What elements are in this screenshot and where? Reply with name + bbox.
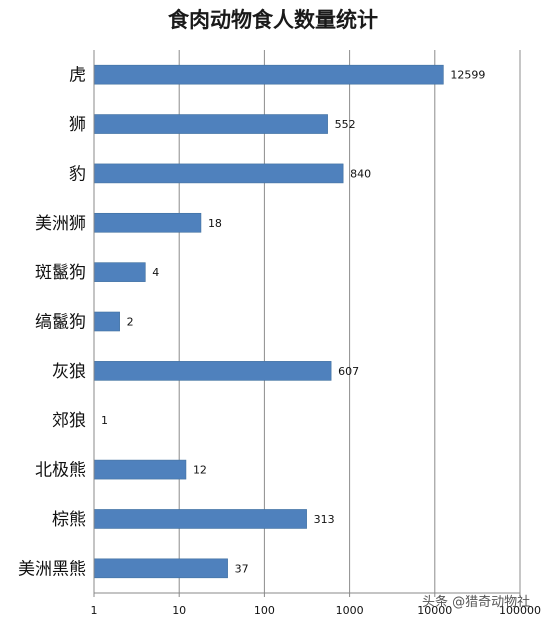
bar [93,459,187,480]
bars [93,64,444,579]
x-tick-label: 100 [254,604,275,617]
bar [93,64,444,85]
x-tick-label: 10 [172,604,186,617]
data-label: 313 [314,513,335,526]
x-tick-label: 100000 [499,604,541,617]
category-label: 美洲狮 [35,214,86,234]
watermark: 头条 @猎奇动物社 [422,594,530,610]
category-label: 豹 [69,164,86,184]
category-label: 灰狼 [52,362,86,382]
chart-title: 食肉动物食人数量统计 [168,8,378,32]
data-label: 4 [152,266,159,279]
data-label: 607 [338,365,359,378]
data-label: 18 [208,217,222,230]
bar [93,114,328,134]
category-label: 美洲黑熊 [18,559,86,579]
data-label: 2 [127,316,134,329]
bar [93,311,120,332]
category-label: 北极熊 [35,461,86,481]
data-label: 1 [101,414,108,427]
data-label: 12 [193,464,207,477]
bar [93,361,332,381]
bar [93,212,202,233]
category-label: 虎 [69,66,86,86]
category-label: 棕熊 [52,510,86,530]
category-label: 缟鬣狗 [35,313,86,333]
bar [93,262,146,282]
data-label: 37 [235,562,249,575]
data-labels: 12599 552 840 18 4 2 607 1 12 313 37 [101,69,485,576]
data-label: 552 [335,118,356,131]
x-tick-label: 1000 [336,604,364,617]
grid-lines [93,50,521,597]
x-tick-label: 1 [91,604,98,617]
bar [93,163,344,184]
bar [93,558,228,579]
x-tick-label: 10000 [417,604,452,617]
bar [93,509,307,529]
category-label: 斑鬣狗 [35,263,86,283]
x-tick-labels: 1 10 100 1000 10000 100000 [91,604,542,617]
category-label: 狮 [69,115,86,135]
data-label: 840 [350,167,371,180]
category-label: 郊狼 [52,411,86,431]
data-label: 12599 [450,69,485,82]
